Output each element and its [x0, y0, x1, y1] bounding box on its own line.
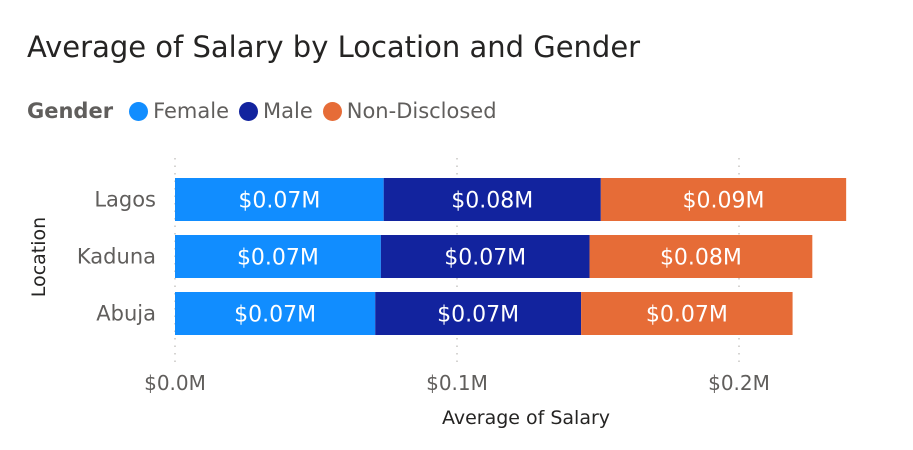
data-label-kaduna-non-disclosed: $0.08M — [660, 246, 742, 271]
data-label-lagos-non-disclosed: $0.09M — [683, 189, 765, 214]
legend-swatch-non-disclosed — [322, 101, 342, 121]
data-label-lagos-male: $0.08M — [451, 189, 533, 214]
bar-lagos-non-disclosed[interactable] — [600, 178, 847, 221]
x-tick-label-2: $0.2M — [708, 371, 770, 395]
bar-abuja-male[interactable] — [375, 292, 582, 335]
legend-label-male: Male — [263, 99, 313, 123]
x-tick-label-0: $0.0M — [144, 371, 206, 395]
data-label-abuja-male: $0.07M — [437, 303, 519, 328]
data-label-abuja-female: $0.07M — [234, 303, 316, 328]
x-tick-labels: $0.0M $0.1M $0.2M — [144, 371, 770, 395]
legend-title: Gender — [27, 99, 114, 123]
bar-kaduna-male[interactable] — [380, 235, 590, 278]
bar-abuja-non-disclosed[interactable] — [581, 292, 793, 335]
bar-lagos-male[interactable] — [383, 178, 601, 221]
legend-label-female: Female — [153, 99, 229, 123]
legend-swatch-female — [129, 101, 149, 121]
bar-kaduna-female[interactable] — [175, 235, 381, 278]
bar-lagos-female[interactable] — [175, 178, 384, 221]
x-tick-label-1: $0.1M — [426, 371, 488, 395]
data-label-kaduna-male: $0.07M — [444, 246, 526, 271]
legend-swatch-male — [239, 101, 258, 121]
y-axis-label: Location — [28, 217, 50, 297]
x-axis-label: Average of Salary — [442, 407, 610, 429]
data-label-kaduna-female: $0.07M — [237, 246, 319, 271]
category-labels: Lagos Kaduna Abuja — [77, 188, 156, 326]
category-label-abuja: Abuja — [96, 302, 156, 326]
category-label-lagos: Lagos — [94, 188, 156, 212]
legend-label-non-disclosed: Non-Disclosed — [346, 99, 497, 123]
data-label-abuja-non-disclosed: $0.07M — [646, 303, 728, 328]
category-label-kaduna: Kaduna — [77, 245, 156, 269]
bar-abuja-female[interactable] — [175, 292, 376, 335]
legend: Gender Female Male Non-Disclosed — [27, 97, 507, 125]
data-label-lagos-female: $0.07M — [238, 189, 320, 214]
legend-item-male[interactable]: Male — [239, 99, 313, 123]
bars: $0.07M $0.08M $0.09M $0.07M $0.07M $0.08M $0.0… — [175, 178, 847, 335]
legend-item-female[interactable]: Female — [129, 99, 229, 123]
chart-title: Average of Salary by Location and Gender — [27, 30, 641, 64]
bar-kaduna-non-disclosed[interactable] — [589, 235, 813, 278]
legend-item-non-disclosed[interactable]: Non-Disclosed — [322, 99, 497, 123]
